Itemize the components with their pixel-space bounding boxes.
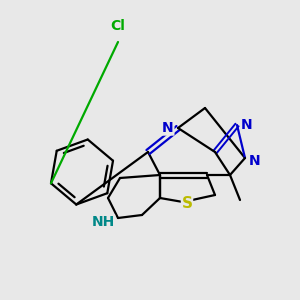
Text: N: N: [241, 118, 253, 132]
Text: NH: NH: [92, 215, 115, 229]
Text: N: N: [249, 154, 261, 168]
Text: Cl: Cl: [111, 19, 125, 33]
Text: S: S: [182, 196, 193, 211]
Text: N: N: [162, 121, 174, 135]
